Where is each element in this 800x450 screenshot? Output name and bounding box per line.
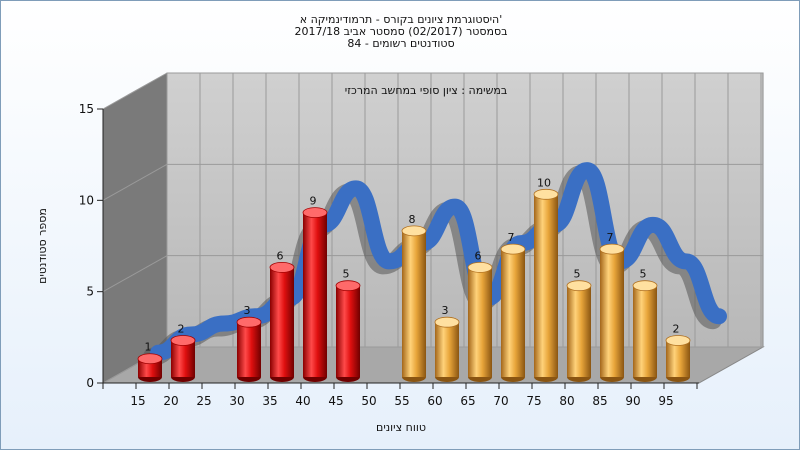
bar-value-label: 3 (244, 304, 251, 317)
bar-body (600, 249, 624, 377)
x-tick-label: 45 (328, 394, 343, 408)
bar-top (137, 353, 163, 365)
bar: 7 (500, 231, 526, 382)
x-tick-label: 25 (196, 394, 211, 408)
bar-body (567, 285, 591, 377)
bar-body (633, 285, 657, 377)
grid-line-side (102, 72, 168, 110)
x-tick-label: 95 (658, 394, 673, 408)
x-tick-label: 90 (625, 394, 640, 408)
x-tick-label: 65 (460, 394, 475, 408)
bar: 6 (467, 249, 493, 382)
x-axis-title: טווח ציונים (376, 421, 426, 434)
x-tick-label: 30 (229, 394, 244, 408)
bar-value-label: 6 (277, 249, 284, 262)
bars-layer: 1 2 3 6 9 5 8 3 6 7 10 5 7 5 2 (137, 176, 691, 382)
bar-top (401, 225, 427, 237)
floor (101, 346, 765, 384)
bar-top (632, 280, 658, 292)
bar-top (500, 243, 526, 255)
bar: 10 (533, 176, 559, 382)
x-tick-label: 85 (592, 394, 607, 408)
bar: 6 (269, 249, 295, 382)
x-tick-label: 20 (163, 394, 178, 408)
bar-top (434, 316, 460, 328)
x-tick-label: 55 (394, 394, 409, 408)
grid-line-side (102, 255, 168, 293)
bar-body (534, 194, 558, 377)
bar-body (237, 322, 261, 377)
bar-body (402, 230, 426, 377)
y-tick-label: 10 (79, 193, 94, 207)
bar: 3 (236, 304, 262, 382)
bar-value-label: 7 (607, 231, 614, 244)
bar-value-label: 10 (537, 176, 551, 189)
bar-body (468, 267, 492, 377)
x-tick-label: 35 (262, 394, 277, 408)
bar-top (566, 280, 592, 292)
bar-top (170, 335, 196, 346)
bar: 2 (170, 322, 196, 382)
bar: 9 (302, 195, 328, 382)
y-axis-title: מספר סטודנטים (36, 208, 49, 284)
bar-value-label: 5 (574, 268, 581, 281)
bar-body (171, 340, 195, 377)
bar-body (336, 285, 360, 377)
bar: 8 (401, 213, 427, 382)
bar: 7 (599, 231, 625, 382)
bar-value-label: 3 (442, 304, 449, 317)
x-tick-label: 50 (361, 394, 376, 408)
bar-value-label: 2 (178, 322, 185, 335)
bar-body (501, 249, 525, 377)
bar-top (599, 243, 625, 255)
x-tick-label: 75 (526, 394, 541, 408)
bar-top (269, 261, 295, 273)
chart-title-line-3: סטודנטים רשומים - 84 (347, 37, 455, 50)
chart-title-line-1: היסטוגרמת ציונים בקורס - תרמודינמיקה א' (299, 13, 503, 26)
x-tick-label: 40 (295, 394, 310, 408)
bar-top (467, 261, 493, 273)
chart-title-line-2: בסמסטר (02/2017) סמסטר אביב 2017/18 (294, 25, 508, 38)
x-tick-label: 15 (130, 394, 145, 408)
x-tick-label: 70 (493, 394, 508, 408)
bar-value-label: 7 (508, 231, 515, 244)
y-tick-label: 0 (86, 376, 94, 390)
bar-value-label: 1 (145, 341, 152, 354)
bar-body (435, 322, 459, 377)
x-tick-label: 80 (559, 394, 574, 408)
bar-value-label: 6 (475, 249, 482, 262)
bar: 5 (335, 268, 361, 382)
bar-value-label: 5 (640, 268, 647, 281)
bar: 2 (665, 322, 691, 382)
bar: 1 (137, 341, 163, 382)
y-tick-label: 15 (79, 102, 94, 116)
bar-value-label: 8 (409, 213, 416, 226)
bar-top (533, 188, 559, 200)
bar-value-label: 9 (310, 195, 317, 208)
y-tick-label: 5 (86, 285, 94, 299)
bar: 3 (434, 304, 460, 382)
side-wall (103, 73, 167, 383)
x-tick-label: 60 (427, 394, 442, 408)
bar-body (666, 340, 690, 377)
bar-body (270, 267, 294, 377)
bar-body (303, 212, 327, 377)
grid-lines (102, 72, 763, 384)
grid-line-side (102, 163, 168, 201)
bar-top (335, 280, 361, 292)
bar-top (302, 207, 328, 219)
chart-annotation: במשימה : ציון סופי במחשב המרכזי (345, 84, 508, 97)
bar-value-label: 2 (673, 322, 680, 335)
bar-value-label: 5 (343, 268, 350, 281)
bar-top (236, 316, 262, 328)
bar: 5 (632, 268, 658, 382)
bar-top (665, 335, 691, 346)
bar: 5 (566, 268, 592, 382)
